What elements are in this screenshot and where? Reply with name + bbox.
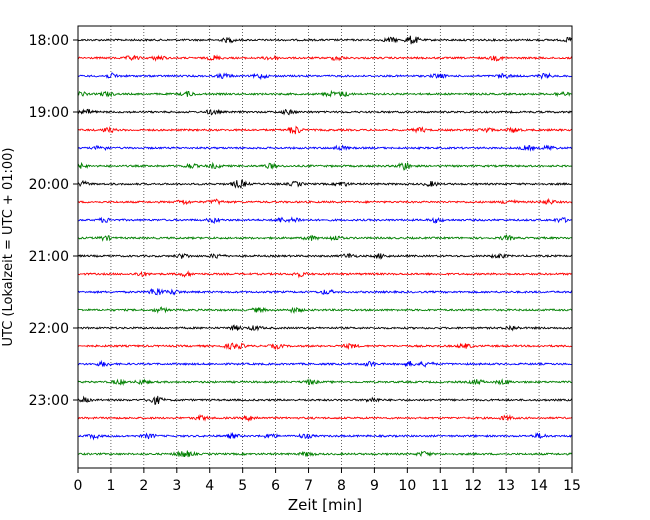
x-tick-label: 15 xyxy=(563,478,581,494)
x-tick-label: 10 xyxy=(398,478,416,494)
seismogram-trace xyxy=(77,233,573,242)
seismogram-trace xyxy=(77,270,573,279)
seismogram-trace xyxy=(77,108,573,116)
seismogram-trace xyxy=(77,359,573,368)
y-axis-label: UTC (Lokalzeit = UTC + 01:00) xyxy=(1,148,16,347)
x-tick-label: 0 xyxy=(74,478,83,494)
seismogram-trace xyxy=(77,179,573,189)
seismogram-trace xyxy=(77,378,573,386)
y-tick-label: 19:00 xyxy=(29,105,69,121)
x-tick-label: 11 xyxy=(431,478,449,494)
seismogram-trace xyxy=(77,72,573,81)
plot-background xyxy=(78,26,572,468)
seismogram-trace xyxy=(77,144,573,152)
x-tick-label: 1 xyxy=(106,478,115,494)
x-axis-label: Zeit [min] xyxy=(288,496,362,514)
seismogram-trace xyxy=(77,252,573,260)
y-tick-label: 21:00 xyxy=(29,249,69,265)
seismogram-trace xyxy=(77,89,573,98)
plot-frame xyxy=(77,25,573,469)
seismogram-trace xyxy=(77,197,573,206)
seismogram-trace xyxy=(77,35,573,45)
seismogram-trace xyxy=(77,125,573,135)
seismogram-trace xyxy=(77,431,573,441)
x-tick-label: 6 xyxy=(271,478,280,494)
seismogram-trace xyxy=(77,450,573,458)
x-tick-label: 8 xyxy=(337,478,346,494)
seismogram-trace xyxy=(77,54,573,62)
x-tick-label: 12 xyxy=(464,478,482,494)
x-tick-label: 4 xyxy=(205,478,214,494)
x-tick-label: 9 xyxy=(370,478,379,494)
seismogram-trace xyxy=(77,216,573,225)
x-tick-label: 7 xyxy=(304,478,313,494)
x-tick-label: 13 xyxy=(497,478,515,494)
y-axis-ticks: 18:00 19:00 20:00 21:00 22:00 23:00 xyxy=(29,33,78,409)
x-tick-label: 3 xyxy=(172,478,181,494)
seismogram-trace xyxy=(77,342,573,351)
y-tick-label: 22:00 xyxy=(29,321,69,337)
y-tick-label: 18:00 xyxy=(29,33,69,49)
y-tick-label: 23:00 xyxy=(29,393,69,409)
seismogram-trace xyxy=(77,324,573,332)
trace-group xyxy=(77,35,573,458)
x-tick-label: 14 xyxy=(530,478,548,494)
seismogram-trace xyxy=(77,413,573,423)
seismogram-trace xyxy=(77,395,573,405)
x-axis-ticks: 0 1 2 3 4 5 6 7 8 9 10 11 12 13 14 15 xyxy=(74,468,581,494)
seismogram-trace xyxy=(77,288,573,296)
seismogram-trace xyxy=(77,306,573,315)
x-tick-label: 2 xyxy=(139,478,148,494)
seismogram-trace xyxy=(77,161,573,171)
y-tick-label: 20:00 xyxy=(29,177,69,193)
x-tick-label: 5 xyxy=(238,478,247,494)
